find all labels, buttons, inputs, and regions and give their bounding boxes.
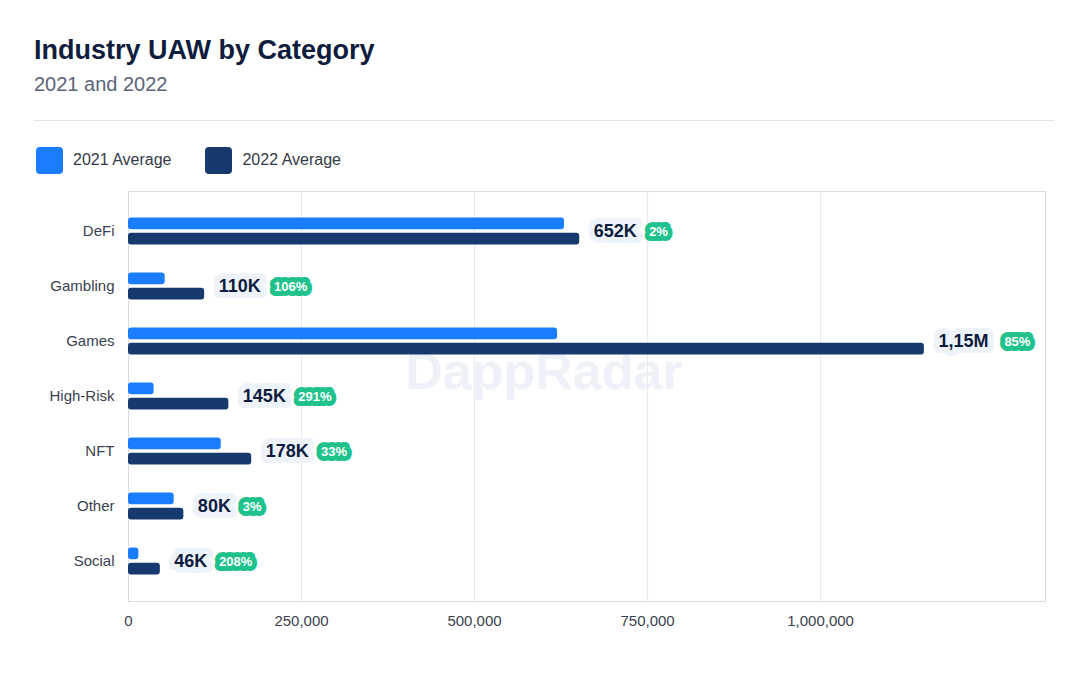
svg-text:2%: 2% [649, 224, 668, 239]
html-text:2021 Average: 2021 Average [73, 151, 172, 168]
svg-text:250,000: 250,000 [274, 612, 328, 629]
svg-text:NFT: NFT [85, 442, 114, 459]
svg-text:178K: 178K [266, 441, 309, 461]
html-text:Industry UAW by Category: Industry UAW by Category [34, 35, 375, 65]
svg-text:1,000,000: 1,000,000 [787, 612, 854, 629]
html-text:DappRadar: DappRadar [405, 342, 683, 400]
svg-text:1,15M: 1,15M [938, 331, 988, 351]
svg-text:46K: 46K [174, 551, 207, 571]
svg-text:110K: 110K [219, 276, 261, 296]
svg-text:High-Risk: High-Risk [49, 387, 115, 404]
svg-text:DeFi: DeFi [83, 222, 115, 239]
svg-text:80K: 80K [198, 496, 231, 516]
svg-text:Gambling: Gambling [50, 277, 114, 294]
svg-text:Games: Games [66, 332, 114, 349]
svg-text:145K: 145K [243, 386, 286, 406]
svg-text:106%: 106% [274, 279, 308, 294]
html-text:2022 Average: 2022 Average [242, 151, 341, 168]
svg-text:291%: 291% [298, 389, 332, 404]
svg-text:Other: Other [77, 497, 115, 514]
svg-text:Social: Social [74, 552, 115, 569]
svg-text:208%: 208% [219, 554, 253, 569]
html-text:2021 and 2022: 2021 and 2022 [34, 73, 168, 95]
svg-text:500,000: 500,000 [447, 612, 501, 629]
svg-text:85%: 85% [1004, 334, 1030, 349]
svg-text:33%: 33% [321, 444, 347, 459]
svg-text:750,000: 750,000 [620, 612, 674, 629]
svg-text:3%: 3% [243, 499, 262, 514]
svg-text:652K: 652K [594, 221, 637, 241]
svg-text:0: 0 [124, 612, 132, 629]
